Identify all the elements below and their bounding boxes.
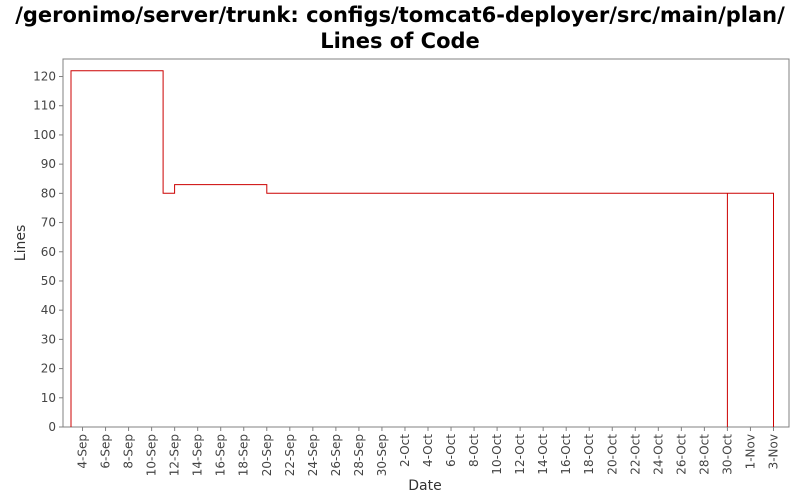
x-tick-label: 6-Sep <box>99 434 113 469</box>
x-tick-label: 12-Sep <box>168 434 182 476</box>
x-tick-label: 28-Sep <box>352 434 366 476</box>
x-tick-label: 1-Nov <box>743 434 757 469</box>
x-tick-label: 4-Sep <box>76 434 90 469</box>
y-tick-label: 10 <box>41 391 56 405</box>
x-tick-label: 20-Sep <box>260 434 274 476</box>
y-tick-label: 80 <box>41 186 56 200</box>
series-line <box>70 70 774 427</box>
chart-title: /geronimo/server/trunk: configs/tomcat6-… <box>15 3 785 53</box>
y-tick-label: 0 <box>48 420 56 434</box>
x-tick-label: 14-Oct <box>536 434 550 475</box>
x-tick-label: 8-Sep <box>122 434 136 469</box>
x-axis: 4-Sep 6-Sep 8-Sep 10-Sep 12-Sep 14-Sep 16-Sep 1… <box>76 427 780 476</box>
y-axis: 0 10 20 30 40 50 60 70 80 90 100 110 120 <box>33 70 63 434</box>
x-tick-label: 30-Sep <box>375 434 389 476</box>
x-tick-label: 20-Oct <box>605 434 619 475</box>
y-tick-label: 30 <box>41 332 56 346</box>
plot-area <box>62 58 790 428</box>
y-tick-label: 70 <box>41 216 56 230</box>
x-tick-label: 16-Oct <box>559 434 573 475</box>
x-tick-label: 24-Oct <box>651 434 665 475</box>
x-tick-label: 3-Nov <box>766 434 780 469</box>
y-tick-label: 50 <box>41 274 56 288</box>
x-tick-label: 18-Oct <box>582 434 596 475</box>
x-tick-label: 26-Oct <box>674 434 688 475</box>
y-tick-label: 120 <box>33 70 56 84</box>
y-axis-label: Lines <box>13 225 29 261</box>
x-tick-label: 14-Sep <box>191 434 205 476</box>
x-tick-label: 30-Oct <box>720 434 734 475</box>
y-tick-label: 20 <box>41 362 56 376</box>
x-tick-label: 10-Sep <box>145 434 159 476</box>
x-tick-label: 18-Sep <box>237 434 251 476</box>
x-axis-label: Date <box>408 478 441 494</box>
x-tick-label: 6-Oct <box>444 434 458 467</box>
x-tick-label: 28-Oct <box>697 434 711 475</box>
x-tick-label: 22-Oct <box>628 434 642 475</box>
x-tick-label: 26-Sep <box>329 434 343 476</box>
x-tick-label: 16-Sep <box>214 434 228 476</box>
y-tick-label: 100 <box>33 128 56 142</box>
y-tick-label: 90 <box>41 157 56 171</box>
x-tick-label: 10-Oct <box>490 434 504 475</box>
y-tick-label: 60 <box>41 245 56 259</box>
x-tick-label: 2-Oct <box>398 434 412 467</box>
x-tick-label: 24-Sep <box>306 434 320 476</box>
x-tick-label: 8-Oct <box>467 434 481 467</box>
y-tick-label: 110 <box>33 99 56 113</box>
y-tick-label: 40 <box>41 303 56 317</box>
x-tick-label: 22-Sep <box>283 434 297 476</box>
x-tick-label: 12-Oct <box>513 434 527 475</box>
x-tick-label: 4-Oct <box>421 434 435 467</box>
